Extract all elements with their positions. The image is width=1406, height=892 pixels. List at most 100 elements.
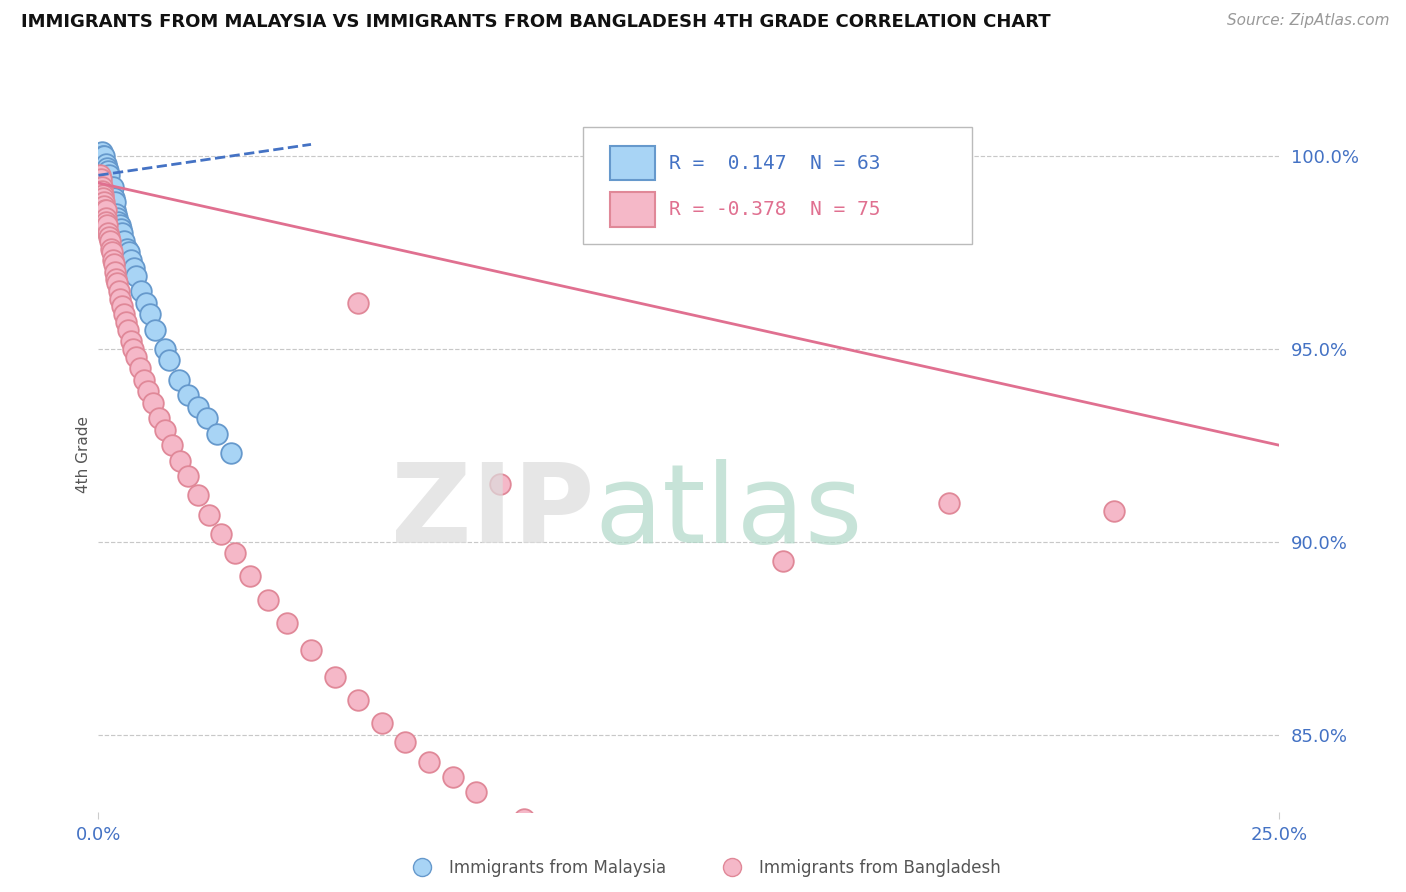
Point (347, 295, 370, 310)
Point (104, 195, 127, 210)
FancyBboxPatch shape (582, 127, 973, 244)
Point (122, 260, 145, 275)
Point (89, 168, 111, 182)
Point (94, 207, 117, 221)
Point (90, 149, 112, 163)
Point (120, 334, 142, 348)
Point (187, 400, 209, 414)
Y-axis label: 4th Grade: 4th Grade (76, 417, 91, 493)
Point (91, 191, 114, 205)
Point (107, 214, 129, 228)
Point (93, 195, 115, 210)
Point (100, 242, 122, 256)
Point (90, 157, 112, 171)
Point (96, 219, 118, 233)
Point (97, 168, 120, 182)
Point (101, 184, 124, 198)
Point (177, 388, 200, 402)
Point (97, 230, 120, 244)
Point (96, 172, 118, 186)
Point (347, 693, 370, 707)
Point (441, 770, 464, 784)
Point (91, 164, 114, 178)
Point (114, 315, 136, 329)
Point (129, 361, 152, 376)
Point (118, 245, 141, 260)
Point (195, 411, 218, 425)
Point (394, 735, 416, 749)
Point (91, 157, 114, 171)
Point (93, 199, 115, 213)
Point (772, 554, 794, 568)
Point (96, 161, 118, 175)
Point (122, 342, 145, 356)
Point (115, 242, 138, 256)
Point (219, 446, 242, 460)
Point (129, 284, 152, 298)
Point (100, 245, 122, 260)
Point (160, 438, 183, 452)
Point (512, 813, 534, 827)
Point (110, 222, 132, 236)
Point (167, 373, 190, 387)
Point (239, 569, 262, 583)
Point (112, 307, 135, 321)
Point (205, 426, 228, 441)
Point (136, 384, 159, 399)
Point (91, 184, 114, 198)
Point (257, 592, 280, 607)
Point (104, 202, 127, 217)
Point (465, 785, 488, 799)
Point (108, 219, 131, 233)
FancyBboxPatch shape (610, 146, 655, 180)
Point (125, 350, 148, 364)
Legend: Immigrants from Malaysia, Immigrants from Bangladesh: Immigrants from Malaysia, Immigrants fro… (398, 853, 1008, 884)
Point (276, 615, 298, 630)
Point (153, 342, 176, 356)
Point (93, 202, 115, 217)
Point (94, 164, 117, 178)
Point (101, 253, 124, 268)
Point (93, 161, 115, 175)
Point (153, 423, 176, 437)
Text: R = -0.378  N = 75: R = -0.378 N = 75 (669, 200, 880, 219)
Text: Source: ZipAtlas.com: Source: ZipAtlas.com (1226, 13, 1389, 29)
Point (104, 265, 127, 279)
Text: atlas: atlas (595, 458, 863, 566)
Point (97, 172, 120, 186)
Point (938, 496, 960, 510)
Point (97, 184, 120, 198)
Point (654, 866, 676, 880)
Point (96, 214, 118, 228)
Point (105, 211, 128, 225)
Point (125, 268, 148, 283)
FancyBboxPatch shape (610, 193, 655, 227)
Point (94, 157, 117, 171)
Text: ZIP: ZIP (391, 458, 595, 566)
Point (97, 164, 120, 178)
Point (100, 195, 122, 210)
Point (583, 843, 606, 857)
Point (93, 149, 115, 163)
Point (135, 295, 157, 310)
Point (101, 179, 124, 194)
Point (187, 488, 209, 502)
Point (198, 508, 221, 522)
Point (98, 234, 121, 248)
Point (105, 272, 128, 286)
Point (101, 191, 124, 205)
Point (98, 184, 121, 198)
Point (94, 202, 117, 217)
Point (94, 176, 117, 190)
Point (93, 168, 115, 182)
Point (418, 755, 440, 769)
Point (90, 153, 112, 167)
Point (90, 172, 112, 186)
Point (91, 153, 114, 167)
Point (112, 234, 135, 248)
Point (96, 168, 118, 182)
Text: IMMIGRANTS FROM MALAYSIA VS IMMIGRANTS FROM BANGLADESH 4TH GRADE CORRELATION CHA: IMMIGRANTS FROM MALAYSIA VS IMMIGRANTS F… (21, 13, 1050, 31)
Point (105, 277, 128, 291)
Point (97, 226, 120, 240)
Point (98, 187, 121, 202)
